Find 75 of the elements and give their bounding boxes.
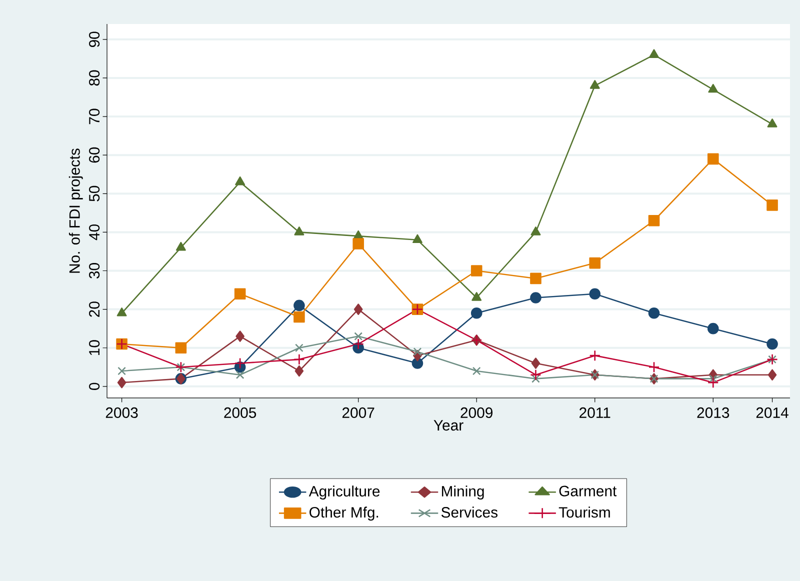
x-axis-title: Year [434, 420, 464, 431]
point [768, 369, 777, 380]
point [589, 257, 601, 269]
y-tick-label: 70 [89, 108, 100, 124]
point [648, 214, 660, 226]
point [412, 358, 424, 369]
point [766, 200, 778, 211]
point [235, 176, 246, 186]
y-tick-label: 10 [89, 340, 100, 356]
point [352, 238, 364, 250]
legend-label: Services [441, 506, 498, 518]
y-tick-label: 0 [89, 382, 100, 390]
y-tick-label: 20 [89, 302, 100, 317]
y-tick-label: 30 [89, 263, 100, 278]
point [412, 234, 422, 244]
point [530, 272, 542, 284]
point [176, 242, 186, 251]
point [707, 153, 719, 165]
point [413, 348, 422, 356]
point [708, 84, 718, 93]
x-tick-label: 2011 [580, 407, 610, 418]
point [472, 366, 481, 376]
point [530, 226, 541, 236]
point [294, 311, 305, 323]
point [295, 344, 304, 352]
point [294, 226, 304, 236]
point [589, 350, 601, 362]
point [472, 292, 482, 301]
legend-label: Agriculture [308, 486, 380, 500]
point [236, 370, 244, 380]
legend-label: Garment [559, 486, 617, 496]
point [766, 338, 778, 350]
legend-label: Tourism [558, 506, 610, 518]
x-tick-label: 2014 [756, 407, 788, 418]
x-tick-label: 2007 [342, 407, 374, 418]
point [708, 374, 718, 383]
legend-label: Mining [442, 486, 484, 500]
point [470, 265, 482, 276]
point [294, 354, 305, 366]
y-tick-label: 50 [89, 186, 100, 202]
x-tick-label: 2005 [224, 407, 256, 418]
point [648, 308, 660, 319]
point [352, 338, 364, 350]
y-tick-label: 60 [89, 147, 100, 163]
y-tick-label: 90 [89, 32, 100, 48]
point [530, 292, 542, 304]
point [648, 361, 660, 373]
y-axis-title: No. of FDI projects [68, 148, 83, 273]
point [294, 365, 304, 377]
point [175, 342, 187, 354]
point [707, 322, 719, 334]
point [118, 366, 126, 376]
point [589, 288, 601, 300]
point [532, 374, 540, 383]
y-tick-label: 80 [89, 70, 100, 86]
point [354, 332, 363, 340]
point [530, 369, 542, 380]
point [354, 304, 363, 315]
point [234, 288, 246, 300]
point [234, 358, 246, 369]
point [236, 330, 244, 342]
point [531, 358, 540, 369]
x-tick-label: 2013 [697, 407, 730, 418]
point [294, 300, 305, 312]
x-tick-label: 2009 [460, 407, 492, 418]
y-tick-label: 40 [89, 224, 100, 240]
point [707, 376, 719, 388]
point [116, 308, 127, 316]
point [117, 376, 126, 388]
point [767, 118, 778, 128]
point [590, 80, 600, 89]
x-tick-label: 2003 [106, 407, 138, 418]
legend-label: Other Mfg. [310, 506, 378, 521]
point [649, 49, 659, 58]
point [470, 308, 482, 319]
